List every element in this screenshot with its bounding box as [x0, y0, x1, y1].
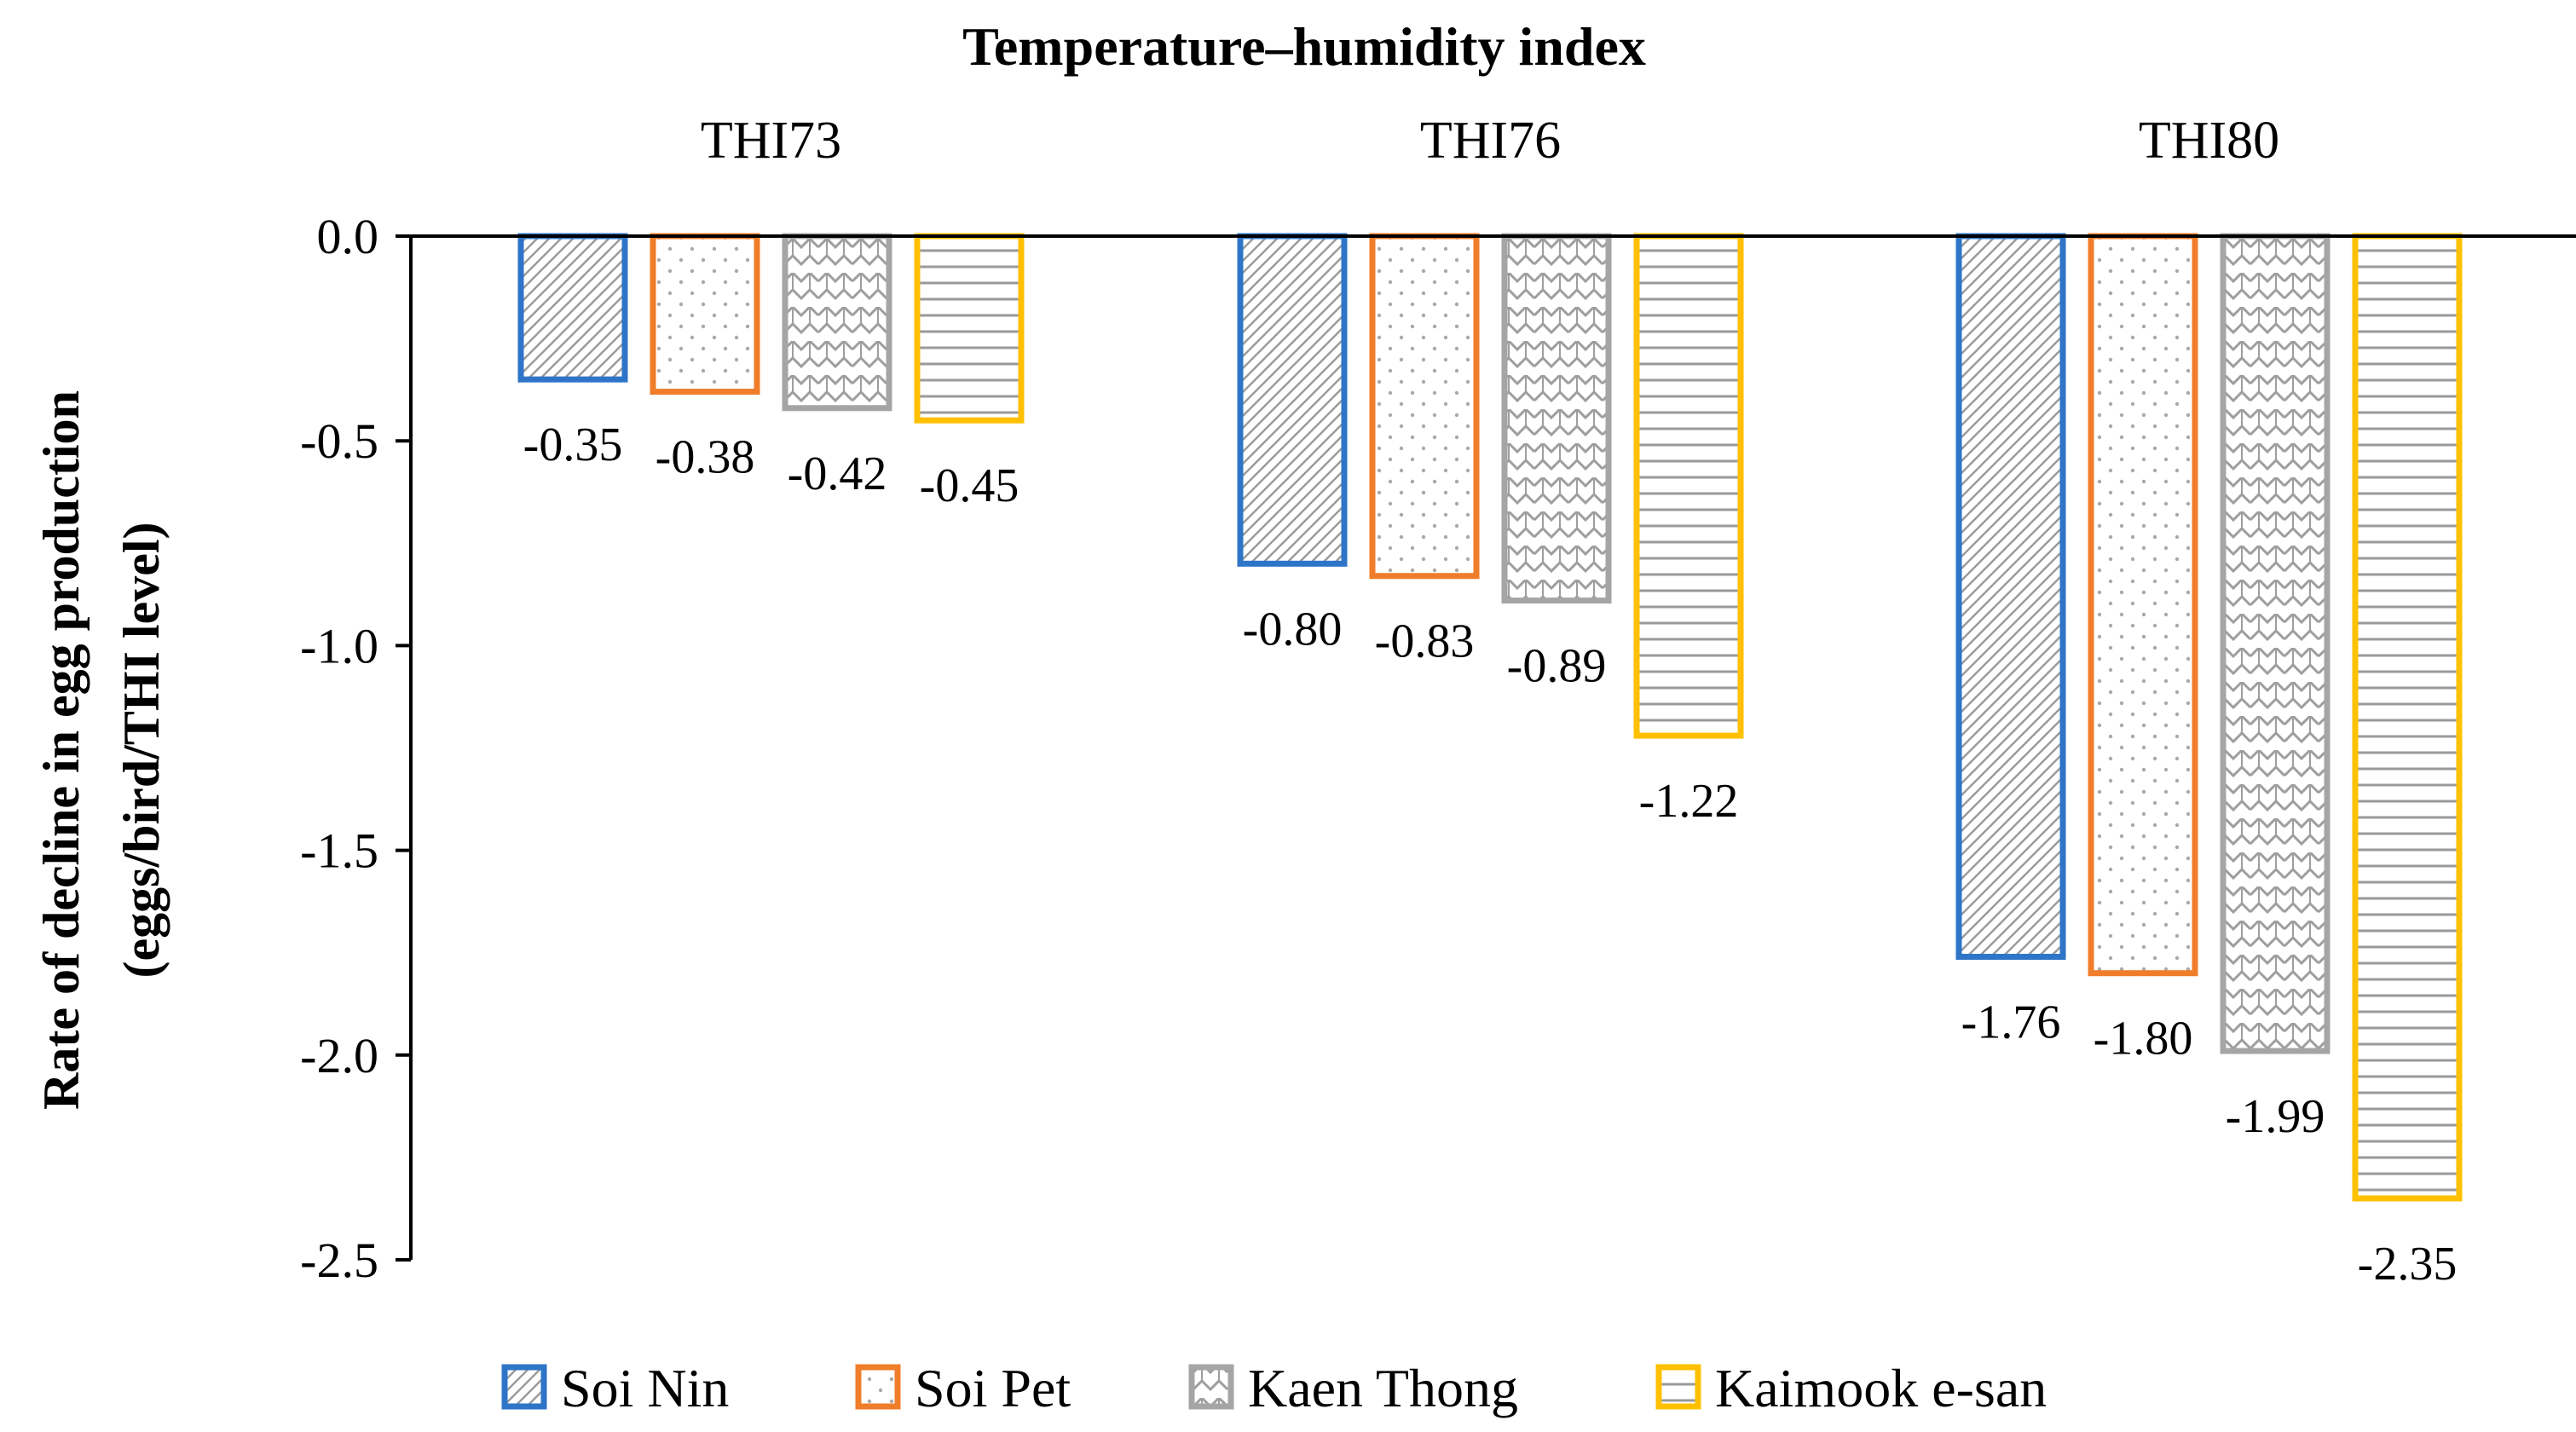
legend-label-soi-pet: Soi Pet — [915, 1358, 1071, 1418]
legend-swatch-kaen-thong — [1188, 1364, 1234, 1410]
bar-kaen-thong-thi76 — [1501, 233, 1612, 604]
data-label-kaimook-e-san-thi73: -0.45 — [920, 459, 1019, 512]
data-label-soi-nin-thi80: -1.76 — [1961, 996, 2061, 1049]
bar-kaimook-e-san-thi80 — [2352, 233, 2463, 1202]
category-label-thi80: THI80 — [2139, 112, 2279, 170]
bar-kaen-thong-thi73 — [782, 233, 892, 412]
bar-kaimook-e-san-thi73 — [914, 233, 1025, 424]
y-axis-ticks: 0.0 -0.5 -1.0 -1.5 -2.0 -2.5 — [300, 209, 411, 1288]
y-tick-label: -1.5 — [300, 823, 378, 879]
bar-soi-pet-thi76 — [1369, 233, 1480, 580]
bar-soi-nin-thi80 — [1955, 233, 2066, 961]
chart-title: Temperature–humidity index — [962, 16, 1646, 77]
data-label-soi-pet-thi80: -1.80 — [2094, 1013, 2193, 1065]
y-axis-label-line2: (eggs/bird/THI level) — [113, 523, 170, 979]
y-tick-label: -2.0 — [300, 1028, 378, 1083]
category-labels: THI73 THI76 THI80 — [701, 112, 2279, 170]
data-label-kaen-thong-thi76: -0.89 — [1507, 640, 1607, 693]
y-tick-label: -0.5 — [300, 413, 378, 469]
category-label-thi73: THI73 — [701, 112, 841, 170]
legend-swatch-soi-pet — [855, 1364, 901, 1410]
data-label-soi-nin-thi73: -0.35 — [523, 419, 623, 471]
bar-soi-nin-thi73 — [517, 233, 628, 383]
legend-label-kaimook-e-san: Kaimook e-san — [1715, 1358, 2047, 1418]
legend-swatch-soi-nin — [501, 1364, 547, 1410]
y-tick-label: -1.0 — [300, 618, 378, 673]
bar-kaimook-e-san-thi76 — [1633, 233, 1744, 739]
bar-soi-nin-thi76 — [1237, 233, 1348, 567]
legend: Soi Nin Soi Pet Kaen Thong Kaimook e-san — [501, 1358, 2047, 1418]
data-label-kaimook-e-san-thi80: -2.35 — [2358, 1238, 2458, 1291]
bar-soi-pet-thi80 — [2088, 233, 2198, 977]
legend-label-soi-nin: Soi Nin — [561, 1358, 729, 1418]
data-labels: -0.35 -0.80 -1.76 -0.38 -0.83 -1.80 -0.42 -0.89… — [523, 419, 2458, 1291]
data-label-soi-pet-thi76: -0.83 — [1375, 615, 1475, 668]
data-label-kaen-thong-thi80: -1.99 — [2226, 1090, 2325, 1143]
category-label-thi76: THI76 — [1420, 112, 1561, 170]
legend-label-kaen-thong: Kaen Thong — [1248, 1358, 1518, 1418]
data-label-kaen-thong-thi73: -0.42 — [788, 448, 887, 500]
y-tick-label: 0.0 — [317, 209, 379, 264]
data-label-kaimook-e-san-thi76: -1.22 — [1639, 775, 1739, 828]
data-label-soi-pet-thi73: -0.38 — [656, 431, 755, 484]
bar-soi-pet-thi73 — [650, 233, 760, 396]
legend-swatch-kaimook-e-san — [1655, 1364, 1701, 1410]
bar-kaen-thong-thi80 — [2220, 233, 2331, 1054]
y-axis-label-line1: Rate of decline in egg production — [33, 390, 90, 1110]
data-label-soi-nin-thi76: -0.80 — [1243, 603, 1343, 655]
y-tick-label: -2.5 — [300, 1233, 378, 1288]
